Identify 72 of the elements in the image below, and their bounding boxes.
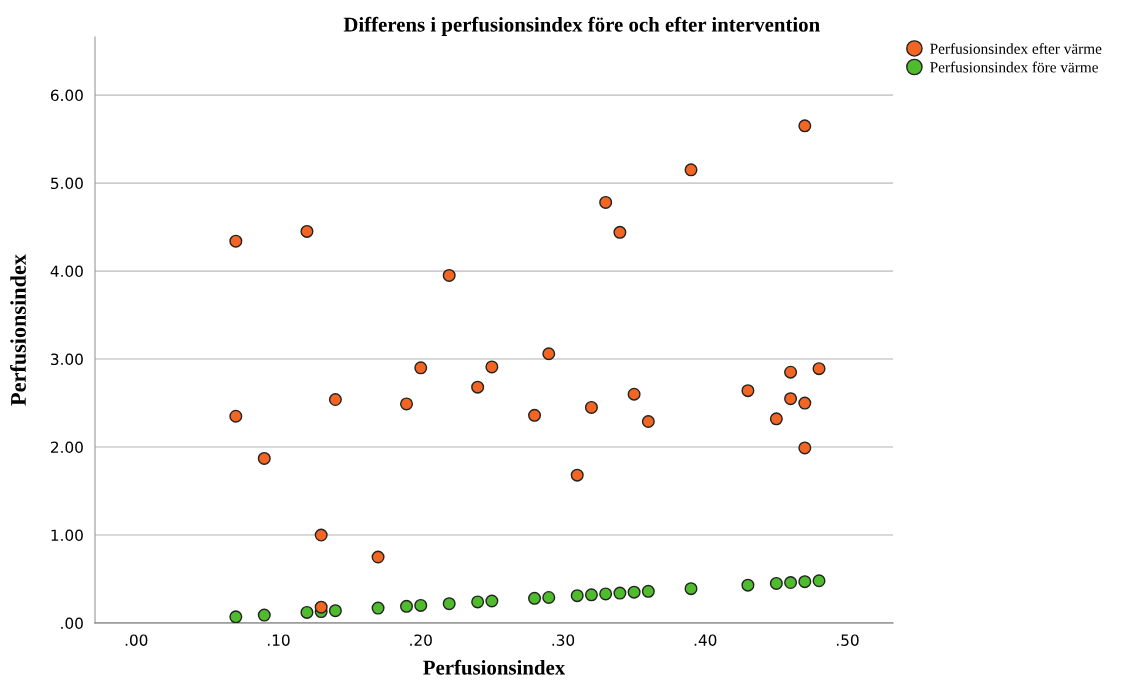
point — [798, 396, 812, 410]
point — [371, 550, 385, 564]
point — [257, 451, 271, 465]
point — [613, 225, 627, 239]
point — [300, 224, 314, 238]
point — [328, 393, 342, 407]
x-tick-label: .20 — [410, 634, 432, 646]
point — [599, 195, 613, 209]
point — [627, 585, 641, 599]
point — [812, 574, 826, 588]
point — [229, 234, 243, 248]
point — [485, 594, 499, 608]
chart-title: Differens i perfusionsindex före och efter intervention — [343, 16, 820, 36]
point — [528, 591, 542, 605]
point — [314, 600, 328, 614]
point — [570, 468, 584, 482]
point — [584, 400, 598, 414]
point — [812, 362, 826, 376]
point — [684, 582, 698, 596]
point — [400, 397, 414, 411]
point — [798, 119, 812, 133]
point — [798, 441, 812, 455]
legend-label: Perfusionsindex efter värme — [930, 43, 1102, 54]
point — [414, 361, 428, 375]
point — [784, 392, 798, 406]
y-tick-label: 6.00 — [50, 89, 83, 102]
point — [684, 163, 698, 177]
y-tick-label: 1.00 — [51, 529, 83, 542]
x-tick-label: .00 — [125, 634, 148, 646]
point — [641, 584, 655, 598]
point — [627, 387, 641, 401]
y-axis-title: Perfusionsindex — [10, 254, 26, 406]
legend-label: Perfusionsindex före värme — [930, 61, 1098, 73]
point — [314, 528, 328, 542]
point — [613, 586, 627, 600]
point — [442, 597, 456, 611]
point — [528, 408, 542, 422]
point — [229, 610, 243, 623]
point — [584, 588, 598, 602]
y-tick-label: 3.00 — [51, 353, 83, 366]
x-tick-label: .50 — [836, 634, 859, 646]
point — [257, 608, 271, 622]
point — [599, 587, 613, 601]
point — [471, 380, 485, 394]
point — [641, 415, 655, 429]
y-tick-label: 4.00 — [50, 265, 83, 278]
y-tick-label: 5.00 — [51, 177, 83, 190]
x-tick-label: .40 — [694, 634, 717, 646]
point — [300, 605, 314, 619]
point — [400, 599, 414, 613]
y-tick-label: 2.00 — [50, 441, 83, 454]
point — [784, 576, 798, 590]
point — [471, 595, 485, 609]
point — [371, 601, 385, 615]
point — [542, 590, 556, 604]
x-tick-label: .10 — [267, 634, 290, 646]
point — [769, 412, 783, 426]
point — [769, 576, 783, 590]
y-tick-label: .00 — [61, 617, 83, 630]
point — [741, 384, 755, 398]
point — [414, 598, 428, 612]
x-axis-title: Perfusionsindex — [423, 659, 566, 675]
point — [485, 360, 499, 374]
point — [229, 409, 243, 423]
point — [542, 347, 556, 361]
point — [741, 578, 755, 592]
point — [328, 604, 342, 618]
x-tick-label: .30 — [552, 634, 575, 646]
point — [784, 365, 798, 379]
point — [798, 575, 812, 589]
point — [442, 268, 456, 282]
point — [570, 589, 584, 603]
